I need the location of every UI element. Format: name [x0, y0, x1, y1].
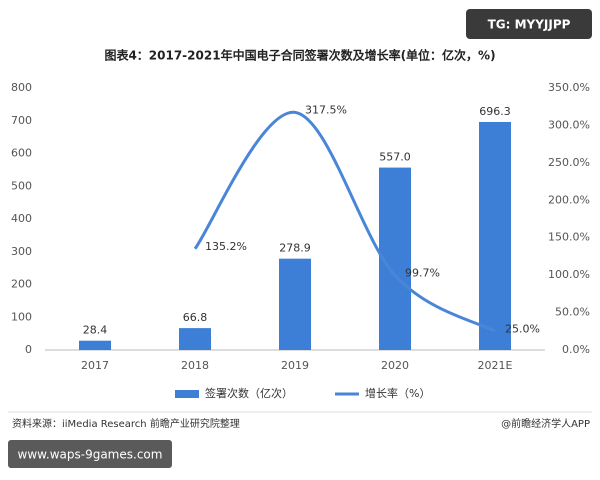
data-label: 25.0%	[505, 322, 540, 335]
y2-tick-label: 0.0%	[562, 343, 590, 356]
chart-title: 图表4：2017-2021年中国电子合同签署次数及增长率(单位：亿次，%)	[104, 48, 495, 63]
x-tick-label: 2019	[281, 359, 309, 372]
data-label: 557.0	[379, 151, 411, 164]
y-tick-label: 400	[11, 212, 32, 225]
data-label: 135.2%	[205, 240, 247, 253]
url-bg	[8, 440, 172, 468]
credit: @前瞻经济学人APP	[501, 417, 590, 430]
y-tick-label: 200	[11, 278, 32, 291]
data-label: 99.7%	[405, 266, 440, 279]
legend-swatch	[175, 390, 199, 398]
source: 资料来源：iiMedia Research 前瞻产业研究院整理	[12, 417, 240, 430]
y-tick-label: 500	[11, 179, 32, 192]
bar	[79, 340, 111, 350]
y-tick-label: 100	[11, 310, 32, 323]
y2-tick-label: 150.0%	[548, 231, 590, 244]
legend-label: 增长率（%）	[365, 386, 430, 400]
line	[193, 110, 496, 333]
bar	[279, 258, 311, 350]
y-tick-label: 300	[11, 245, 32, 258]
y2-tick-label: 350.0%	[548, 81, 590, 94]
data-label: 28.4	[83, 324, 108, 337]
y-tick-label: 0	[25, 343, 32, 356]
x-tick-label: 2017	[81, 359, 109, 372]
url: www.waps-9games.com	[18, 448, 163, 462]
data-label: 278.9	[279, 242, 311, 255]
y-tick-label: 700	[11, 114, 32, 127]
data-label: 696.3	[479, 105, 511, 118]
y-tick-label: 600	[11, 147, 32, 160]
x-tick-label: 2018	[181, 359, 209, 372]
y2-tick-label: 50.0%	[555, 306, 590, 319]
y2-tick-label: 300.0%	[548, 118, 590, 131]
legend-label: 签署次数（亿次）	[205, 386, 293, 400]
y2-tick-label: 200.0%	[548, 193, 590, 206]
x-tick-label: 2020	[381, 359, 409, 372]
badge: TG: MYYJJPP	[488, 18, 571, 32]
x-tick-label: 2021E	[478, 359, 513, 372]
badge-bg	[466, 9, 592, 39]
bar	[179, 328, 211, 350]
bar	[479, 121, 511, 350]
y-tick-label: 800	[11, 81, 32, 94]
data-label: 66.8	[183, 311, 208, 324]
y2-tick-label: 100.0%	[548, 268, 590, 281]
y2-tick-label: 250.0%	[548, 156, 590, 169]
data-label: 317.5%	[305, 103, 347, 116]
